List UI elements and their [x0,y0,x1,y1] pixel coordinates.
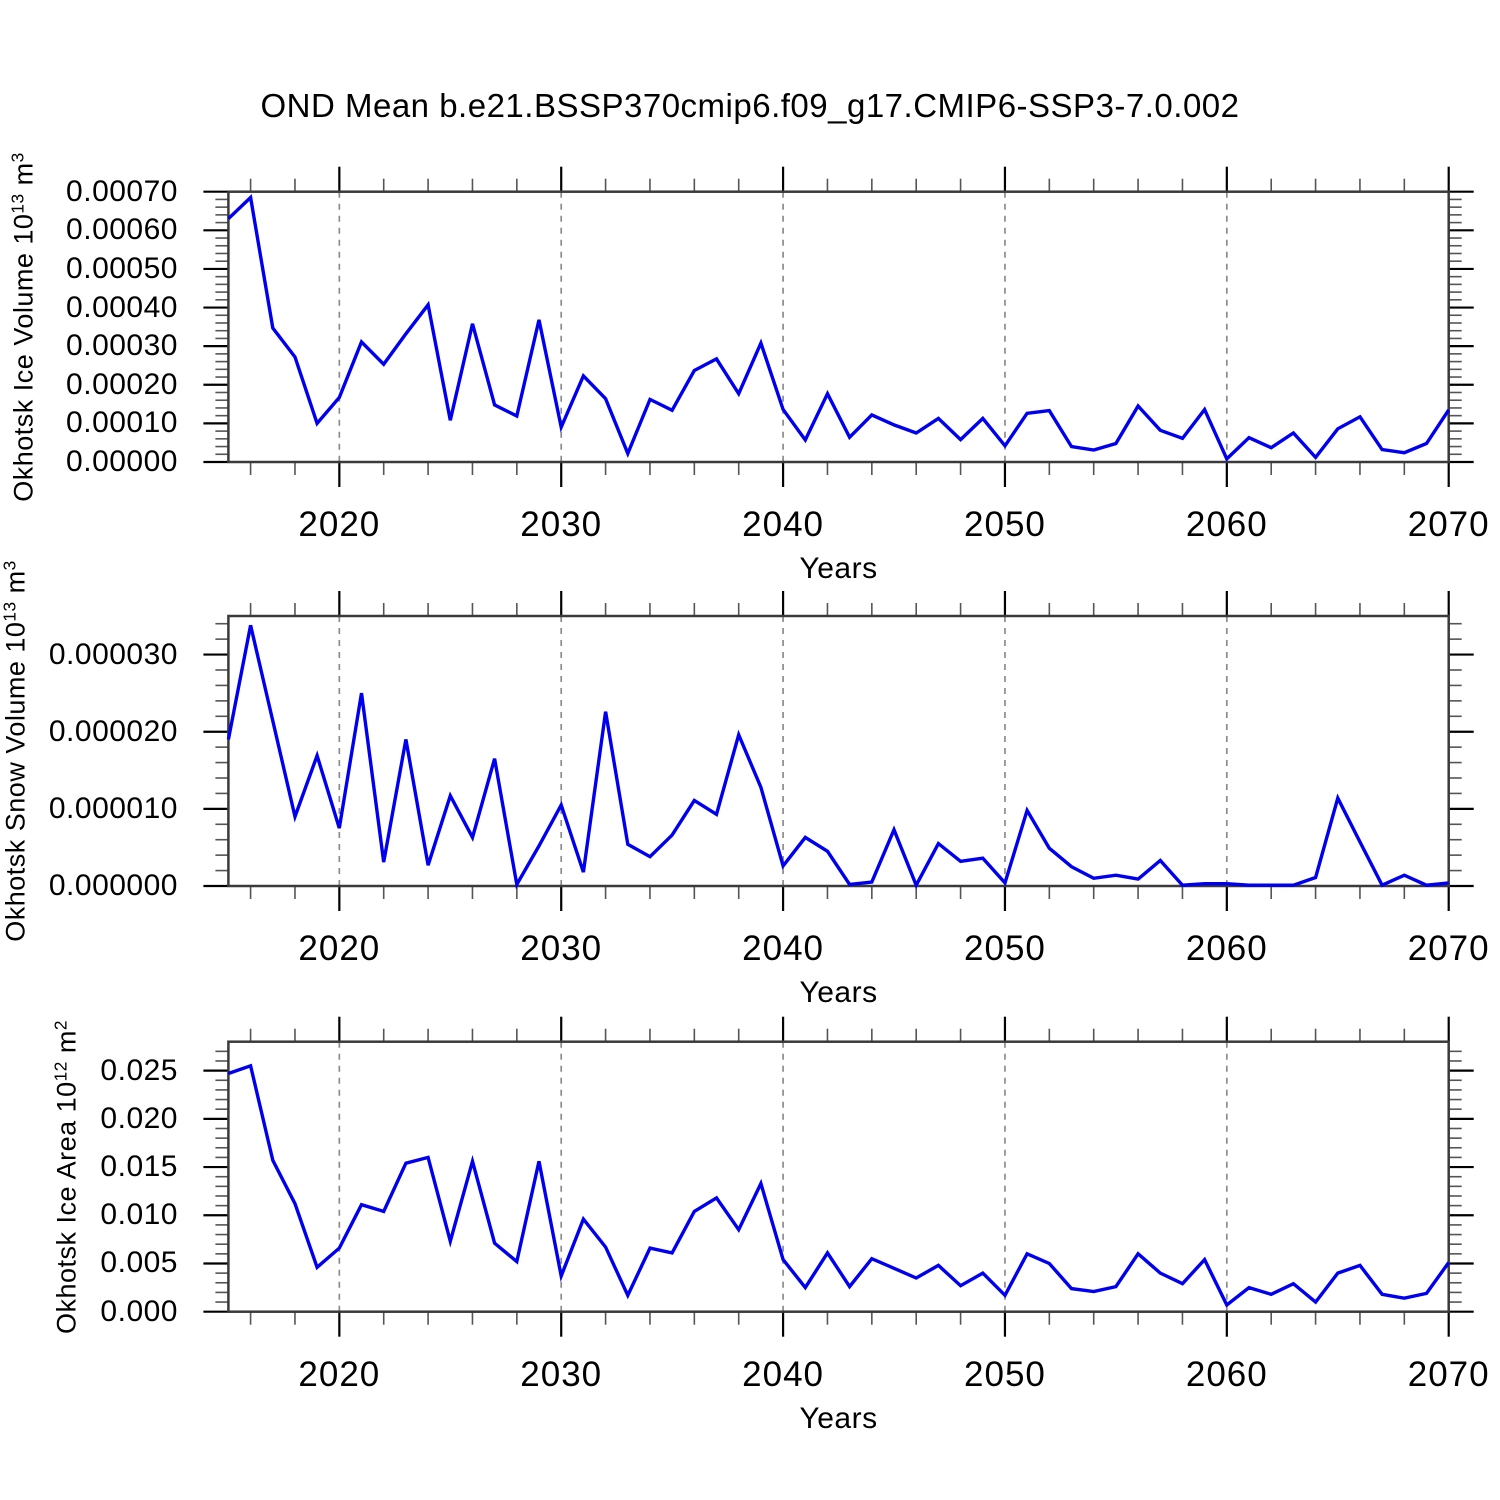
x-tick-label: 2050 [964,505,1046,544]
x-tick-label: 2060 [1185,929,1268,968]
y-tick-label: 0.00070 [66,174,178,208]
y-tick-label: 0.00020 [66,367,178,401]
y-tick-label: 0.000020 [48,714,178,748]
y-tick-label: 0.00010 [66,406,178,440]
x-tick-label: 2020 [298,929,381,968]
x-axis-title-years-2: Years [799,976,878,1009]
y-tick-label: 0.000030 [48,637,178,671]
y-tick-label: 0.000 [100,1294,178,1328]
x-tick-label: 2020 [298,1354,381,1394]
y-tick-label: 0.010 [100,1198,178,1232]
y-tick-label: 0.025 [100,1053,178,1087]
page-title: OND Mean b.e21.BSSP370cmip6.f09_g17.CMIP… [260,87,1240,124]
series-line [227,1063,1451,1308]
x-tick-label: 2050 [964,1354,1046,1394]
y-axis-title-sup: 3 [7,152,27,163]
y-tick-label: 0.00040 [66,290,178,324]
x-tick-label: 2060 [1185,1354,1268,1394]
x-tick-label: 2020 [298,505,381,544]
plot-border [227,190,1450,464]
x-tick-label: 2070 [1407,1354,1490,1394]
x-tick-label: 2040 [742,929,825,968]
x-tick-label: 2030 [520,505,603,544]
y-tick-label: 0.020 [100,1101,178,1135]
y-tick-label: 0.00030 [66,329,178,363]
y-tick-label: 0.00050 [66,251,178,285]
x-tick-label: 2040 [742,505,825,544]
x-tick-label: 2070 [1407,505,1490,544]
y-axis-title-sup: 3 [0,560,19,571]
series-line [226,624,1449,890]
y-axis-title-sup: 13 [0,601,19,622]
y-tick-label: 0.000010 [48,791,178,825]
y-axis-title-text: m [0,570,31,602]
x-tick-label: 2050 [964,929,1046,968]
x-axis-title-years-3: Years [799,1401,878,1435]
plot-border [227,1040,1450,1313]
x-tick-label: 2070 [1407,929,1490,968]
plot-border [227,614,1450,888]
y-tick-label: 0.00000 [66,445,178,478]
x-axis-title-years-1: Years [799,552,878,585]
x-tick-label: 2030 [520,929,603,968]
y-axis-title-sup: 2 [50,1019,70,1030]
y-tick-label: 0.00060 [66,213,178,247]
x-tick-label: 2060 [1185,505,1268,544]
series-line [227,194,1451,462]
x-tick-label: 2040 [742,1354,825,1394]
y-tick-label: 0.005 [100,1246,178,1280]
x-tick-label: 2030 [520,1354,603,1394]
y-tick-label: 0.000000 [48,869,178,902]
y-tick-label: 0.015 [100,1150,178,1184]
